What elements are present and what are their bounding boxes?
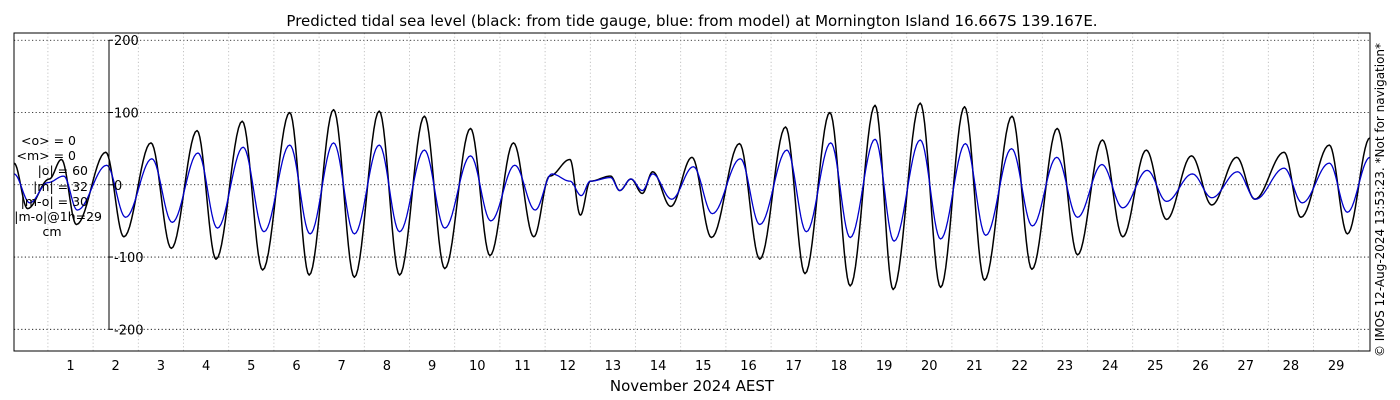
y-tick-label: -200 [114,323,144,338]
x-tick-label: 4 [202,359,210,374]
grid-lines [14,33,1370,351]
stat-abs-diff-1h: |m-o|@1h=29 [14,209,102,225]
x-tick-label: 18 [831,359,848,374]
chart-title: Predicted tidal sea level (black: from t… [286,12,1097,30]
x-tick-label: 17 [785,359,802,374]
stat-mean-obs: <o> = 0 [21,133,76,148]
x-tick-label: 24 [1102,359,1119,374]
stat-abs-obs: |o| = 60 [37,163,88,179]
x-tick-label: 11 [514,359,531,374]
x-tick-label: 1 [66,359,74,374]
series-layer [13,102,1371,291]
stat-abs-diff: |m-o| = 30 [20,193,88,209]
x-tick-label: 29 [1328,359,1345,374]
x-tick-label: 10 [469,359,486,374]
x-tick-label: 5 [247,359,255,374]
x-tick-label: 20 [921,359,938,374]
x-tick-label: 22 [1011,359,1028,374]
plot-frame [13,32,1371,352]
y-tick-label: 200 [114,34,139,49]
x-tick-label: 28 [1283,359,1300,374]
stat-abs-model: |m| = 32 [33,178,88,194]
stat-mean-model: <m> = 0 [16,148,77,164]
x-tick-label: 23 [1057,359,1074,374]
credit-notice: © IMOS 12-Aug-2024 13:53:23. *Not for na… [1373,42,1387,358]
x-tick-label: 27 [1237,359,1254,374]
x-tick-label: 26 [1192,359,1209,374]
x-tick-label: 15 [695,359,712,374]
x-tick-label: 19 [876,359,893,374]
stat-unit: cm [42,224,62,240]
x-tick-label: 14 [650,359,667,374]
x-tick-label: 6 [292,359,300,374]
x-tick-label: 25 [1147,359,1164,374]
x-tick-label: 8 [383,359,391,374]
x-tick-label: 2 [112,359,120,374]
x-axis-label: November 2024 AEST [610,377,775,395]
x-tick-label: 21 [966,359,983,374]
x-axis: 1 2 3 4 5 6 7 8 9 10 11 12 13 14 15 16 17 18 19 20 21 22 23 24 2… [66,359,1344,374]
stats-panel: <o> = 0 <m> = 0 |o| = 60 |m| = 32 |m-o| … [10,133,102,239]
x-tick-label: 9 [428,359,436,374]
x-tick-label: 3 [157,359,165,374]
series-line-tide-gauge [13,102,1371,291]
series-line-model [13,138,1371,242]
x-tick-label: 7 [338,359,346,374]
y-axis: 200 100 0 -100 -200 [108,34,144,338]
x-tick-label: 16 [740,359,757,374]
y-tick-label: 100 [114,107,139,122]
y-tick-label: -100 [114,251,144,266]
y-tick-label: 0 [114,179,122,194]
x-tick-label: 12 [559,359,576,374]
x-tick-label: 13 [605,359,622,374]
